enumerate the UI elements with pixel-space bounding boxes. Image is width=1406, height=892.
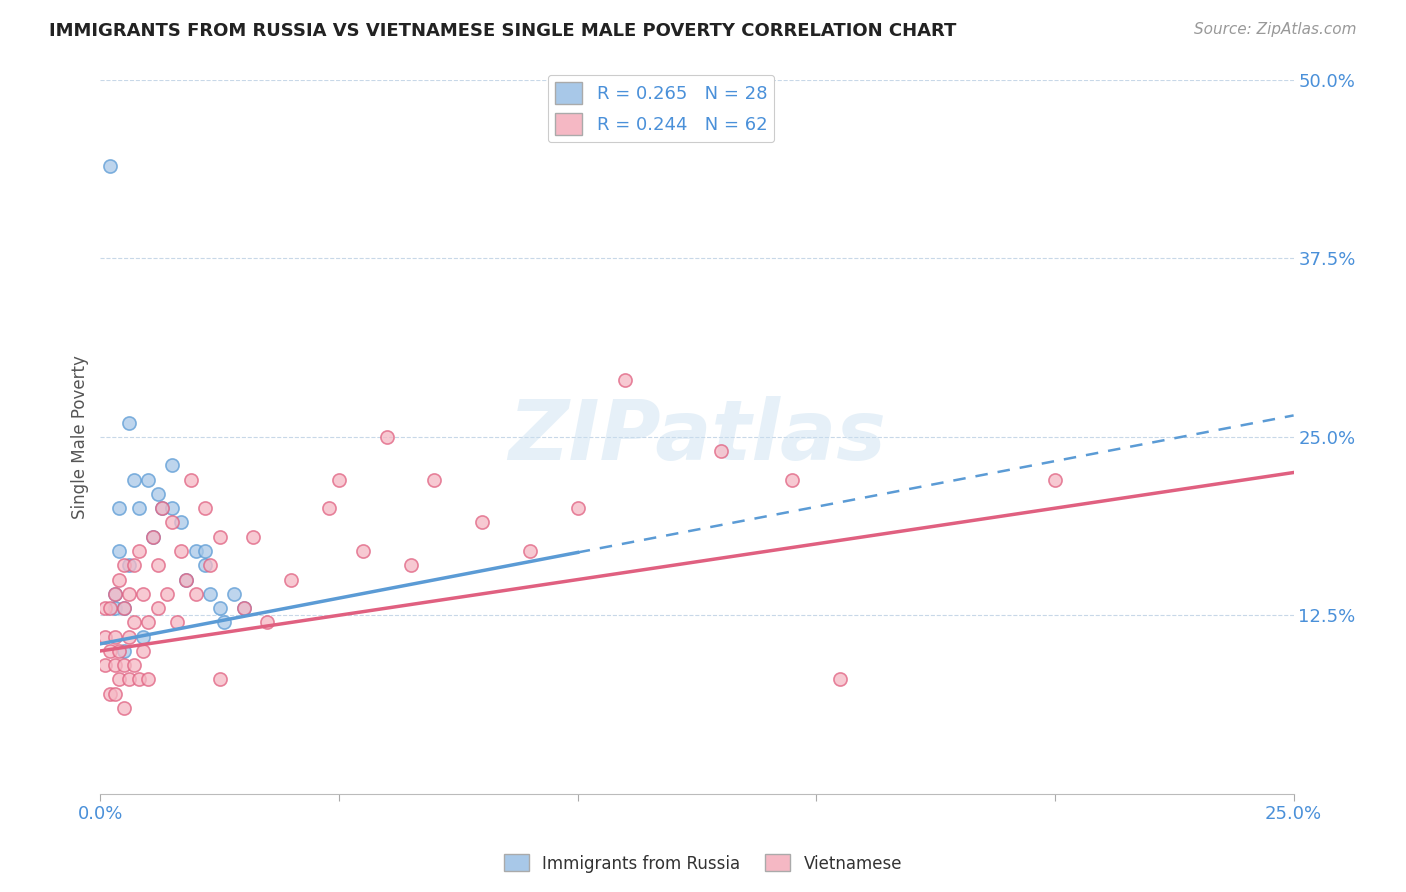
Point: [118, 630, 141, 644]
Point: [194, 558, 217, 573]
Point: [104, 658, 127, 673]
Point: [132, 587, 155, 601]
Point: [399, 558, 422, 573]
Point: [104, 687, 127, 701]
Point: [128, 544, 150, 558]
Point: [198, 558, 221, 573]
Point: [160, 501, 183, 516]
Text: IMMIGRANTS FROM RUSSIA VS VIETNAMESE SINGLE MALE POVERTY CORRELATION CHART: IMMIGRANTS FROM RUSSIA VS VIETNAMESE SIN…: [49, 22, 956, 40]
Point: [108, 501, 131, 516]
Point: [98, 687, 121, 701]
Point: [142, 530, 165, 544]
Point: [184, 587, 207, 601]
Point: [104, 630, 127, 644]
Point: [1043, 473, 1066, 487]
Point: [94, 658, 117, 673]
Point: [146, 601, 169, 615]
Point: [128, 673, 150, 687]
Point: [194, 544, 217, 558]
Point: [614, 373, 637, 387]
Point: [108, 673, 131, 687]
Point: [232, 601, 254, 615]
Point: [136, 673, 159, 687]
Point: [118, 558, 141, 573]
Point: [214, 615, 236, 630]
Point: [104, 587, 127, 601]
Point: [122, 615, 145, 630]
Point: [112, 701, 135, 715]
Point: [318, 501, 340, 516]
Point: [328, 473, 350, 487]
Point: [180, 473, 202, 487]
Point: [174, 573, 197, 587]
Point: [710, 444, 733, 458]
Point: [94, 601, 117, 615]
Point: [242, 530, 264, 544]
Point: [98, 601, 121, 615]
Point: [108, 573, 131, 587]
Point: [352, 544, 374, 558]
Point: [160, 458, 183, 473]
Y-axis label: Single Male Poverty: Single Male Poverty: [72, 355, 89, 519]
Point: [146, 487, 169, 501]
Point: [112, 601, 135, 615]
Point: [170, 544, 193, 558]
Point: [146, 558, 169, 573]
Point: [198, 587, 221, 601]
Point: [108, 544, 131, 558]
Point: [375, 430, 398, 444]
Point: [128, 501, 150, 516]
Point: [184, 544, 207, 558]
Point: [222, 587, 245, 601]
Point: [166, 615, 188, 630]
Point: [104, 601, 127, 615]
Point: [152, 501, 174, 516]
Point: [112, 658, 135, 673]
Point: [104, 587, 127, 601]
Point: [174, 573, 197, 587]
Point: [108, 644, 131, 658]
Point: [830, 673, 852, 687]
Point: [782, 473, 804, 487]
Point: [156, 587, 179, 601]
Text: ZIPatlas: ZIPatlas: [508, 396, 886, 477]
Point: [280, 573, 302, 587]
Point: [118, 416, 141, 430]
Point: [471, 516, 494, 530]
Legend: Immigrants from Russia, Vietnamese: Immigrants from Russia, Vietnamese: [498, 847, 908, 880]
Point: [567, 501, 589, 516]
Point: [122, 658, 145, 673]
Point: [118, 587, 141, 601]
Legend: R = 0.265   N = 28, R = 0.244   N = 62: R = 0.265 N = 28, R = 0.244 N = 62: [548, 75, 775, 142]
Point: [170, 516, 193, 530]
Text: Source: ZipAtlas.com: Source: ZipAtlas.com: [1194, 22, 1357, 37]
Point: [112, 601, 135, 615]
Point: [132, 644, 155, 658]
Point: [118, 673, 141, 687]
Point: [98, 159, 121, 173]
Point: [160, 516, 183, 530]
Point: [519, 544, 541, 558]
Point: [112, 644, 135, 658]
Point: [152, 501, 174, 516]
Point: [423, 473, 446, 487]
Point: [98, 644, 121, 658]
Point: [256, 615, 278, 630]
Point: [136, 473, 159, 487]
Point: [122, 558, 145, 573]
Point: [94, 630, 117, 644]
Point: [132, 630, 155, 644]
Point: [232, 601, 254, 615]
Point: [112, 558, 135, 573]
Point: [208, 673, 231, 687]
Point: [136, 615, 159, 630]
Point: [208, 601, 231, 615]
Point: [122, 473, 145, 487]
Point: [142, 530, 165, 544]
Point: [208, 530, 231, 544]
Point: [194, 501, 217, 516]
